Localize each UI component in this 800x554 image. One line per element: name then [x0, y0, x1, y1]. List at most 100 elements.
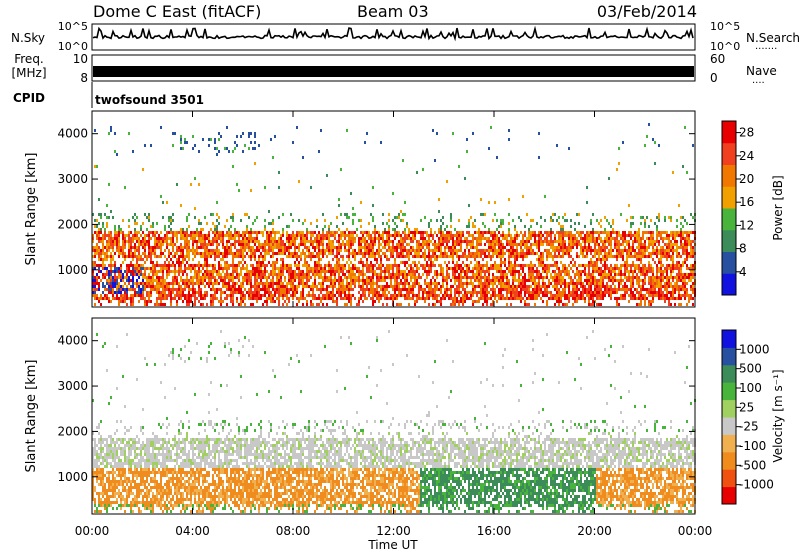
heatmap-cell: [570, 255, 572, 258]
heatmap-cell: [182, 300, 184, 303]
heatmap-cell: [422, 264, 424, 267]
heatmap-cell: [106, 294, 108, 297]
heatmap-cell: [614, 255, 616, 258]
heatmap-cell: [270, 249, 272, 252]
heatmap-cell: [310, 255, 312, 258]
heatmap-cell: [588, 270, 590, 273]
heatmap-cell: [226, 264, 228, 267]
heatmap-cell: [280, 285, 282, 288]
heatmap-cell: [230, 285, 232, 288]
heatmap-cell: [140, 297, 142, 300]
heatmap-cell: [384, 240, 386, 243]
heatmap-cell: [394, 228, 396, 231]
heatmap-cell: [128, 231, 130, 234]
heatmap-cell: [260, 252, 262, 255]
heatmap-cell: [352, 270, 354, 273]
heatmap-cell: [566, 246, 568, 249]
heatmap-cell: [194, 264, 196, 267]
heatmap-cell: [614, 243, 616, 246]
heatmap-cell: [286, 297, 288, 300]
heatmap-cell: [138, 237, 140, 240]
heatmap-cell: [362, 237, 364, 240]
heatmap-cell: [354, 264, 356, 267]
heatmap-cell: [144, 243, 146, 246]
heatmap-cell: [414, 228, 416, 231]
heatmap-cell: [606, 264, 608, 267]
heatmap-cell: [186, 297, 188, 300]
heatmap-cell: [502, 237, 504, 240]
heatmap-cell: [326, 297, 328, 300]
heatmap-cell: [324, 225, 326, 228]
heatmap-cell: [562, 270, 564, 273]
heatmap-cell: [156, 264, 158, 267]
heatmap-cell: [194, 273, 196, 276]
heatmap-cell: [610, 240, 612, 243]
heatmap-cell: [238, 240, 240, 243]
heatmap-cell: [454, 270, 456, 273]
heatmap-cell: [256, 279, 258, 282]
heatmap-cell: [572, 303, 574, 306]
heatmap-cell: [416, 264, 418, 267]
heatmap-cell: [522, 195, 524, 198]
heatmap-cell: [122, 231, 124, 234]
heatmap-cell: [152, 288, 154, 291]
heatmap-cell: [480, 273, 482, 276]
heatmap-cell: [484, 231, 486, 234]
heatmap-cell: [396, 216, 398, 219]
heatmap-cell: [398, 291, 400, 294]
heatmap-cell: [530, 261, 532, 264]
heatmap-cell: [200, 294, 202, 297]
heatmap-cell: [292, 252, 294, 255]
heatmap-cell: [248, 216, 250, 219]
heatmap-cell: [476, 237, 478, 240]
heatmap-cell: [244, 249, 246, 252]
heatmap-cell: [94, 129, 96, 132]
heatmap-cell: [552, 297, 554, 300]
heatmap-cell: [376, 282, 378, 285]
heatmap-cell: [306, 279, 308, 282]
heatmap-cell: [604, 255, 606, 258]
heatmap-cell: [368, 243, 370, 246]
heatmap-cell: [604, 270, 606, 273]
heatmap-cell: [368, 264, 370, 267]
heatmap-cell: [352, 249, 354, 252]
heatmap-cell: [528, 231, 530, 234]
heatmap-cell: [106, 279, 108, 282]
heatmap-cell: [344, 291, 346, 294]
heatmap-cell: [106, 258, 108, 261]
heatmap-cell: [554, 270, 556, 273]
heatmap-cell: [240, 297, 242, 300]
heatmap-cell: [590, 288, 592, 291]
heatmap-cell: [404, 255, 406, 258]
heatmap-cell: [402, 270, 404, 273]
heatmap-cell: [268, 237, 270, 240]
heatmap-cell: [544, 231, 546, 234]
heatmap-cell: [186, 243, 188, 246]
heatmap-cell: [460, 300, 462, 303]
heatmap-cell: [468, 291, 470, 294]
heatmap-cell: [450, 237, 452, 240]
heatmap-cell: [240, 219, 242, 222]
heatmap-cell: [362, 273, 364, 276]
heatmap-cell: [128, 237, 130, 240]
heatmap-cell: [516, 252, 518, 255]
heatmap-cell: [510, 294, 512, 297]
heatmap-cell: [380, 249, 382, 252]
heatmap-cell: [116, 282, 118, 285]
heatmap-cell: [190, 297, 192, 300]
heatmap-cell: [154, 303, 156, 306]
heatmap-cell: [360, 285, 362, 288]
heatmap-cell: [430, 267, 432, 270]
heatmap-cell: [550, 294, 552, 297]
heatmap-cell: [480, 255, 482, 258]
heatmap-cell: [276, 267, 278, 270]
heatmap-cell: [386, 288, 388, 291]
heatmap-cell: [608, 240, 610, 243]
heatmap-cell: [342, 297, 344, 300]
heatmap-cell: [510, 297, 512, 300]
heatmap-cell: [216, 231, 218, 234]
heatmap-cell: [246, 240, 248, 243]
heatmap-cell: [456, 240, 458, 243]
heatmap-cell: [400, 243, 402, 246]
heatmap-cell: [268, 210, 270, 213]
